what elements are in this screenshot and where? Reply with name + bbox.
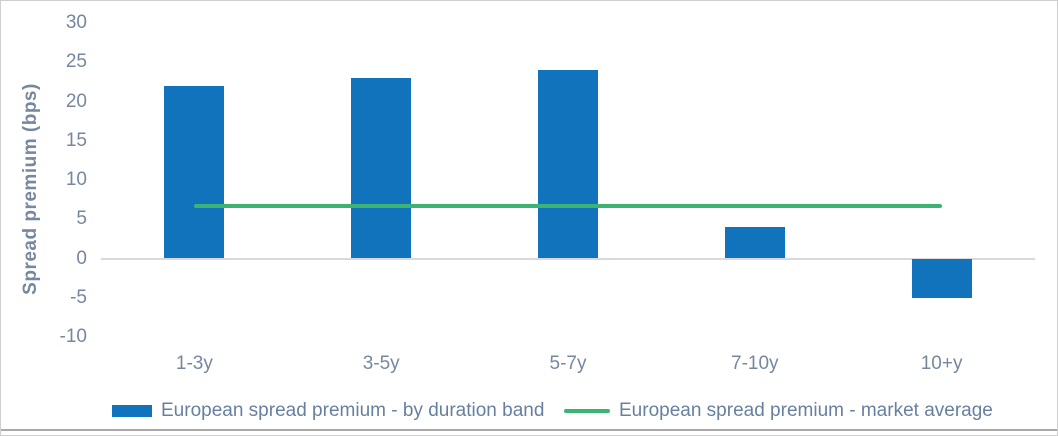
- legend-label-market-average: European spread premium - market average: [619, 400, 993, 421]
- y-axis-title: Spread premium (bps): [20, 83, 41, 295]
- bar-3-5y: [351, 77, 412, 259]
- x-axis-zero-line: [101, 257, 1035, 260]
- y-tick-label: -10: [59, 326, 87, 347]
- legend-label-duration-band: European spread premium - by duration ba…: [161, 400, 545, 421]
- bar-10+y: [911, 258, 972, 298]
- y-tick-label: 25: [65, 51, 87, 73]
- y-tick-label: 30: [65, 12, 87, 33]
- y-tick-label: 0: [76, 247, 87, 269]
- line-series-swatch-icon: [564, 409, 610, 413]
- chart-bottom-border: [1, 429, 1057, 431]
- bar-5-7y: [538, 70, 598, 259]
- legend-item-market-average: European spread premium - market average: [564, 400, 993, 422]
- bar-1-3y: [164, 85, 225, 259]
- bar-7-10y: [724, 227, 785, 259]
- y-tick-label: 15: [65, 129, 87, 151]
- market-average-line: [194, 203, 942, 208]
- bar-series-swatch-icon: [112, 405, 152, 417]
- x-axis-label: 5-7y: [549, 353, 587, 374]
- y-tick-label: 20: [65, 90, 87, 112]
- x-axis-label: 3-5y: [362, 353, 400, 374]
- y-tick-label: 5: [76, 208, 87, 230]
- x-axis-label: 7-10y: [731, 353, 779, 374]
- y-tick-label: 10: [65, 169, 87, 190]
- y-tick-label: -5: [70, 286, 87, 308]
- x-axis-label: 10+y: [920, 353, 963, 374]
- x-axis-label: 1-3y: [175, 353, 213, 374]
- legend-item-duration-band: European spread premium - by duration ba…: [112, 400, 544, 422]
